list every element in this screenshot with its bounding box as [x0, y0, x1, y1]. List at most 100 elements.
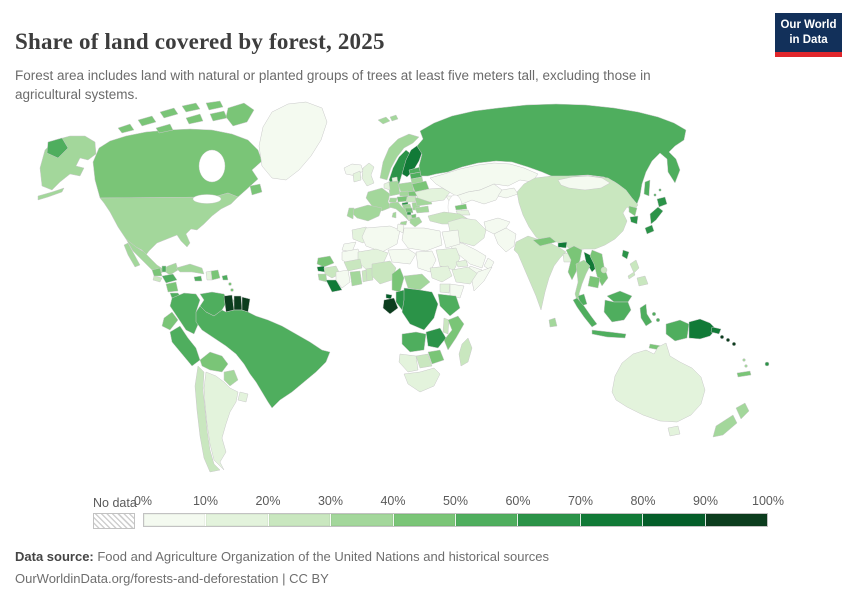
country-argentina[interactable]	[203, 371, 239, 471]
country-svalbard[interactable]	[377, 116, 391, 125]
country-myanmar[interactable]	[565, 245, 583, 281]
country-thailand[interactable]	[574, 259, 591, 305]
no-data-swatch[interactable]	[93, 513, 135, 529]
country-malaysia-borneo[interactable]	[606, 290, 633, 303]
country-cuba[interactable]	[175, 263, 205, 275]
country-nz-south-island[interactable]	[712, 414, 738, 438]
country-georgia[interactable]	[454, 203, 468, 211]
arctic-island[interactable]	[159, 107, 179, 119]
country-norway[interactable]	[379, 133, 420, 181]
country-philippines-mindanao[interactable]	[636, 275, 649, 287]
country-montenegro[interactable]	[406, 211, 412, 216]
country-paraguay[interactable]	[223, 369, 239, 387]
country-moluccas[interactable]	[655, 317, 661, 323]
country-guinea-bissau[interactable]	[316, 265, 326, 273]
arctic-island[interactable]	[181, 102, 201, 113]
country-jamaica[interactable]	[193, 275, 203, 282]
legend-bin-70-80[interactable]	[580, 514, 644, 526]
country-sumatra[interactable]	[572, 297, 598, 328]
country-baffin-island[interactable]	[225, 102, 255, 127]
country-bhutan[interactable]	[557, 241, 568, 249]
country-vanuatu[interactable]	[744, 364, 748, 368]
country-west-papua[interactable]	[665, 319, 690, 342]
country-zambia[interactable]	[425, 327, 447, 349]
country-north-korea[interactable]	[628, 205, 638, 217]
country-bolivia[interactable]	[199, 351, 229, 373]
country-greenland[interactable]	[258, 101, 328, 181]
country-tasmania[interactable]	[667, 425, 681, 437]
country-sardinia[interactable]	[391, 211, 397, 219]
country-australia[interactable]	[611, 342, 706, 423]
country-china[interactable]	[516, 175, 639, 252]
country-kenya[interactable]	[449, 283, 465, 299]
kuril-island[interactable]	[653, 193, 657, 197]
country-kyrgyzstan[interactable]	[497, 187, 519, 199]
country-lesser-antilles[interactable]	[230, 288, 234, 292]
country-mozambique[interactable]	[443, 315, 465, 351]
country-sakhalin[interactable]	[643, 179, 651, 197]
kuril-island[interactable]	[658, 188, 662, 192]
country-netherlands[interactable]	[383, 181, 391, 191]
legend-bin-0-10[interactable]	[144, 514, 207, 526]
country-egypt[interactable]	[441, 229, 461, 249]
country-eritrea[interactable]	[455, 259, 469, 268]
country-united-states[interactable]	[99, 192, 239, 256]
country-drc[interactable]	[401, 287, 439, 331]
country-honduras[interactable]	[161, 273, 178, 284]
country-chile[interactable]	[194, 365, 221, 473]
country-taiwan[interactable]	[621, 249, 630, 260]
country-benin[interactable]	[365, 267, 374, 282]
country-libya[interactable]	[401, 227, 443, 252]
country-baja-california[interactable]	[123, 242, 141, 268]
country-hungary[interactable]	[405, 195, 417, 203]
arctic-island[interactable]	[205, 100, 224, 111]
country-dominican-republic[interactable]	[210, 269, 221, 281]
country-japan-hokkaido[interactable]	[656, 196, 668, 208]
country-cambodia[interactable]	[587, 275, 601, 289]
country-svalbard[interactable]	[389, 114, 399, 122]
country-french-guiana[interactable]	[241, 296, 251, 313]
legend-bin-30-40[interactable]	[331, 514, 394, 526]
country-malawi[interactable]	[442, 317, 450, 335]
country-philippines-palawan[interactable]	[627, 271, 636, 280]
country-uruguay[interactable]	[237, 391, 249, 403]
country-new-caledonia[interactable]	[736, 370, 752, 378]
country-philippines-luzon[interactable]	[629, 259, 640, 274]
country-vanuatu[interactable]	[742, 358, 746, 362]
country-somalia[interactable]	[471, 266, 493, 292]
country-algeria[interactable]	[361, 225, 401, 253]
country-sicily[interactable]	[399, 220, 408, 226]
country-guyana[interactable]	[223, 294, 235, 313]
country-nz-north-island[interactable]	[735, 402, 750, 420]
legend-bin-90-100[interactable]	[705, 514, 768, 526]
country-botswana[interactable]	[415, 353, 433, 369]
country-java[interactable]	[591, 329, 627, 339]
country-hainan[interactable]	[600, 266, 608, 274]
country-newfoundland[interactable]	[249, 183, 263, 196]
country-lesser-antilles[interactable]	[228, 282, 232, 286]
country-chukotka-wrap[interactable]	[46, 137, 69, 159]
country-equatorial-guinea[interactable]	[385, 293, 393, 300]
country-nepal[interactable]	[532, 236, 557, 247]
country-burkina-faso[interactable]	[343, 258, 363, 272]
country-ghana[interactable]	[349, 270, 363, 287]
country-brazil[interactable]	[195, 305, 331, 409]
country-japan-honshu[interactable]	[649, 206, 664, 225]
country-russia[interactable]	[416, 103, 687, 205]
country-sulawesi[interactable]	[639, 303, 653, 327]
country-cameroon[interactable]	[391, 267, 405, 293]
arctic-island[interactable]	[117, 123, 135, 134]
country-japan-kyushu[interactable]	[644, 224, 655, 235]
country-cote-divoire[interactable]	[335, 269, 351, 289]
country-zimbabwe[interactable]	[427, 349, 445, 365]
legend-bin-80-90[interactable]	[643, 514, 706, 526]
country-south-sudan[interactable]	[429, 265, 453, 283]
legend-bin-40-50[interactable]	[393, 514, 457, 526]
country-el-salvador[interactable]	[152, 275, 163, 283]
country-new-britain[interactable]	[710, 326, 722, 335]
country-fiji[interactable]	[764, 361, 770, 367]
owid-link[interactable]: OurWorldinData.org/forests-and-deforesta…	[15, 571, 329, 587]
country-united-kingdom[interactable]	[361, 162, 375, 187]
country-ireland[interactable]	[352, 170, 362, 183]
country-liberia[interactable]	[325, 279, 343, 293]
